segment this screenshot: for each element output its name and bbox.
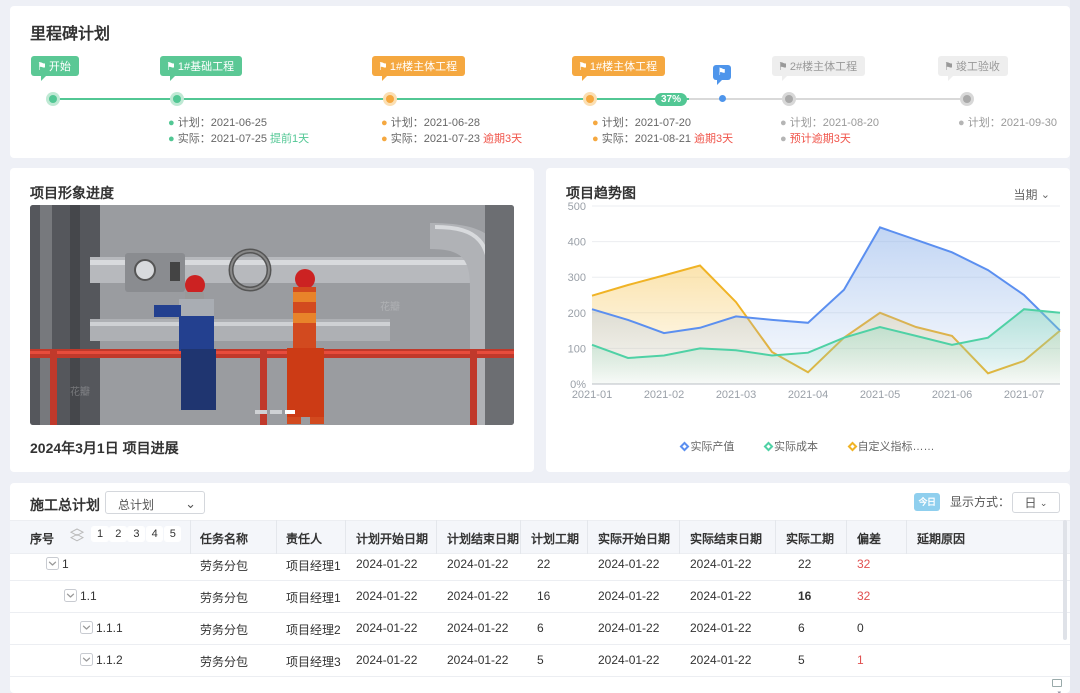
svg-text:500: 500 bbox=[568, 201, 586, 213]
svg-text:2021-01: 2021-01 bbox=[572, 389, 612, 401]
svg-text:200: 200 bbox=[568, 308, 586, 320]
svg-text:2021-03: 2021-03 bbox=[716, 389, 756, 401]
svg-text:400: 400 bbox=[568, 237, 586, 249]
svg-text:300: 300 bbox=[568, 272, 586, 284]
svg-text:花瓣: 花瓣 bbox=[70, 385, 90, 398]
svg-text:2021-06: 2021-06 bbox=[932, 389, 972, 401]
svg-text:100: 100 bbox=[568, 343, 586, 355]
svg-text:2021-02: 2021-02 bbox=[644, 389, 684, 401]
svg-text:2021-05: 2021-05 bbox=[860, 389, 900, 401]
svg-text:2021-04: 2021-04 bbox=[788, 389, 828, 401]
svg-text:花瓣: 花瓣 bbox=[380, 300, 400, 313]
svg-text:2021-07: 2021-07 bbox=[1004, 389, 1044, 401]
